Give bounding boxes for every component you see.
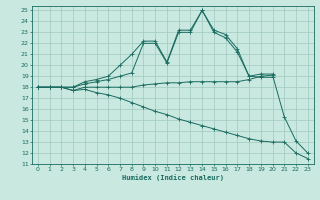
X-axis label: Humidex (Indice chaleur): Humidex (Indice chaleur) [122, 174, 224, 181]
